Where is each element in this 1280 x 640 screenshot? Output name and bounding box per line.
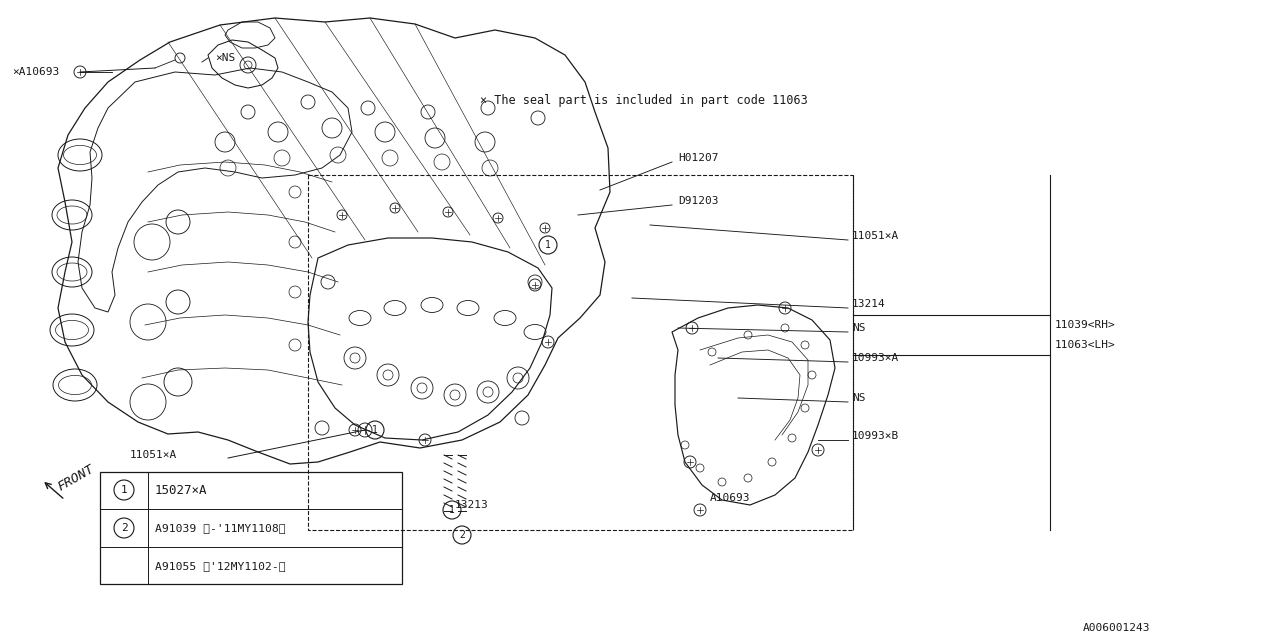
- Text: A10693: A10693: [710, 493, 750, 503]
- Text: 1: 1: [545, 240, 550, 250]
- Text: 11039<RH>: 11039<RH>: [1055, 320, 1116, 330]
- Text: 1: 1: [120, 485, 128, 495]
- Text: 11051×A: 11051×A: [852, 231, 900, 241]
- Text: NS: NS: [852, 323, 865, 333]
- Text: 11051×A: 11051×A: [131, 450, 177, 460]
- Text: NS: NS: [852, 393, 865, 403]
- Text: A91039 ＜-'11MY1108＞: A91039 ＜-'11MY1108＞: [155, 523, 285, 533]
- Bar: [308, 175, 852, 530]
- Text: A91055 ＜'12MY1102-＞: A91055 ＜'12MY1102-＞: [155, 561, 285, 571]
- Text: D91203: D91203: [678, 196, 718, 206]
- Text: 15027×A: 15027×A: [155, 483, 207, 497]
- Text: FRONT: FRONT: [55, 462, 96, 493]
- Text: ×A10693: ×A10693: [12, 67, 59, 77]
- Text: 2: 2: [120, 523, 128, 533]
- Text: 10993×A: 10993×A: [852, 353, 900, 363]
- Text: H01207: H01207: [678, 153, 718, 163]
- Text: 13213: 13213: [454, 500, 489, 510]
- Text: 2: 2: [460, 530, 465, 540]
- Text: 10993×B: 10993×B: [852, 431, 900, 441]
- Text: A006001243: A006001243: [1083, 623, 1149, 633]
- Text: 13214: 13214: [852, 299, 886, 309]
- Text: 11063<LH>: 11063<LH>: [1055, 340, 1116, 350]
- Text: ×NS: ×NS: [215, 53, 236, 63]
- Text: × The seal part is included in part code 11063: × The seal part is included in part code…: [480, 93, 808, 106]
- Bar: [100, 472, 402, 584]
- Text: 1: 1: [449, 505, 454, 515]
- Text: 1: 1: [372, 425, 378, 435]
